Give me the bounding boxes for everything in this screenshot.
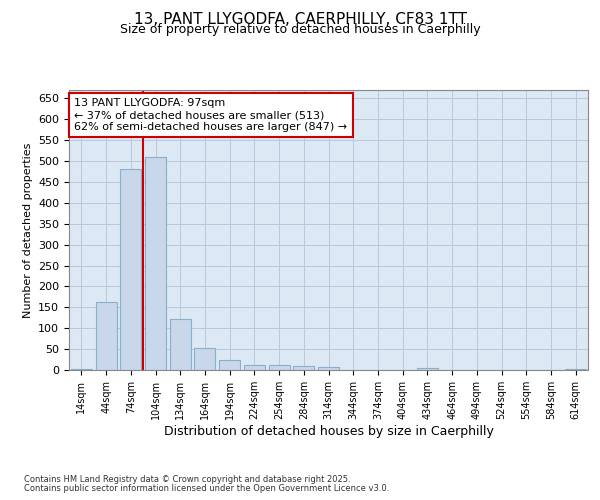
Bar [219, 360, 240, 370]
Bar [194, 348, 215, 370]
Bar [318, 367, 339, 370]
Text: 13, PANT LLYGODFA, CAERPHILLY, CF83 1TT: 13, PANT LLYGODFA, CAERPHILLY, CF83 1TT [133, 12, 467, 28]
Text: Size of property relative to detached houses in Caerphilly: Size of property relative to detached ho… [119, 22, 481, 36]
Bar [71, 368, 92, 370]
Text: Contains public sector information licensed under the Open Government Licence v3: Contains public sector information licen… [24, 484, 389, 493]
Bar [417, 368, 438, 370]
Bar [95, 302, 116, 370]
Bar [269, 365, 290, 370]
X-axis label: Distribution of detached houses by size in Caerphilly: Distribution of detached houses by size … [164, 424, 493, 438]
Text: 13 PANT LLYGODFA: 97sqm
← 37% of detached houses are smaller (513)
62% of semi-d: 13 PANT LLYGODFA: 97sqm ← 37% of detache… [74, 98, 347, 132]
Bar [565, 368, 586, 370]
Bar [293, 366, 314, 370]
Bar [145, 157, 166, 370]
Bar [170, 319, 191, 370]
Bar [244, 364, 265, 370]
Text: Contains HM Land Registry data © Crown copyright and database right 2025.: Contains HM Land Registry data © Crown c… [24, 475, 350, 484]
Bar [120, 168, 141, 370]
Y-axis label: Number of detached properties: Number of detached properties [23, 142, 32, 318]
